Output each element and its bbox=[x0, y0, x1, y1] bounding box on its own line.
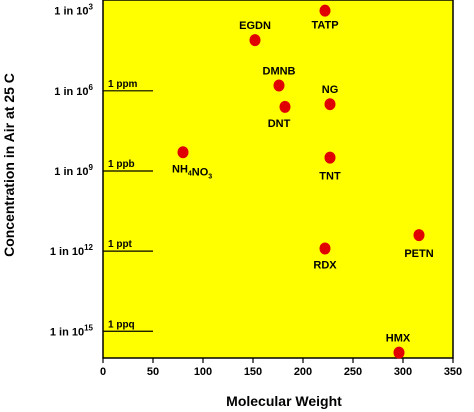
data-point bbox=[319, 242, 331, 255]
reference-lines: 1 ppm 1 ppb 1 ppt 1 ppq bbox=[103, 79, 153, 332]
x-tick-label: 100 bbox=[194, 366, 212, 378]
data-point bbox=[273, 79, 285, 92]
data-point bbox=[279, 100, 291, 113]
x-axis-title: Molecular Weight bbox=[226, 393, 342, 409]
y-axis-ticks: 1 in 103 1 in 106 1 in 109 1 in 1012 1 in 10… bbox=[50, 3, 94, 339]
reference-line-label: 1 ppq bbox=[108, 319, 135, 330]
data-point-label: TATP bbox=[311, 20, 338, 32]
reference-line-label: 1 ppb bbox=[108, 159, 135, 170]
data-point-label: DMNB bbox=[263, 65, 296, 77]
x-tick-label: 50 bbox=[147, 366, 159, 378]
reference-line-label: 1 ppm bbox=[108, 79, 138, 90]
data-point bbox=[324, 151, 336, 164]
y-tick-label: 1 in 1012 bbox=[50, 243, 94, 258]
x-tick-label: 250 bbox=[344, 366, 362, 378]
data-point bbox=[324, 98, 336, 111]
y-axis-title: Concentration in Air at 25 C bbox=[1, 73, 17, 257]
data-point-label: TNT bbox=[319, 171, 341, 183]
data-point-label: PETN bbox=[404, 248, 433, 260]
data-point-label: NH4NO3 bbox=[172, 163, 212, 180]
x-tick-label: 150 bbox=[244, 366, 262, 378]
y-tick-label: 1 in 103 bbox=[54, 3, 93, 18]
data-point-label: HMX bbox=[386, 333, 411, 345]
data-point bbox=[319, 4, 331, 17]
data-point-label: EGDN bbox=[239, 20, 271, 32]
y-tick-label: 1 in 1015 bbox=[50, 323, 94, 338]
data-point bbox=[393, 346, 405, 359]
data-point-label: DNT bbox=[268, 118, 291, 130]
x-axis-ticks: 0 50 100 150 200 250 300 350 bbox=[100, 358, 462, 378]
x-tick-label: 350 bbox=[444, 366, 462, 378]
data-point bbox=[413, 229, 425, 242]
data-points: TATP EGDN DMNB NG DNT NH4NO3 TNT PETN RDX HMX bbox=[172, 4, 434, 359]
data-point bbox=[177, 146, 189, 159]
y-tick-label: 1 in 106 bbox=[54, 83, 93, 98]
data-point bbox=[249, 34, 261, 47]
x-tick-label: 200 bbox=[294, 366, 312, 378]
reference-line-label: 1 ppt bbox=[108, 239, 133, 250]
x-tick-label: 0 bbox=[100, 366, 106, 378]
x-tick-label: 300 bbox=[394, 366, 412, 378]
data-point-label: RDX bbox=[313, 259, 337, 271]
plot-area bbox=[102, 0, 454, 359]
data-point-label: NG bbox=[322, 84, 339, 96]
y-tick-label: 1 in 109 bbox=[54, 163, 93, 178]
